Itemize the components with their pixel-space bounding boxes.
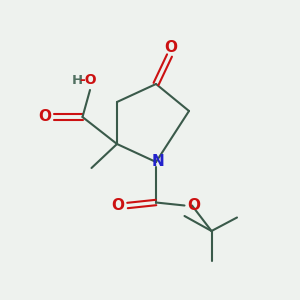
Text: N: N [152, 154, 165, 169]
Text: O: O [187, 198, 200, 213]
Text: O: O [111, 198, 124, 213]
Text: O: O [38, 110, 51, 124]
Text: O: O [164, 40, 178, 55]
Text: -O: -O [80, 74, 97, 87]
Text: H: H [72, 74, 83, 87]
